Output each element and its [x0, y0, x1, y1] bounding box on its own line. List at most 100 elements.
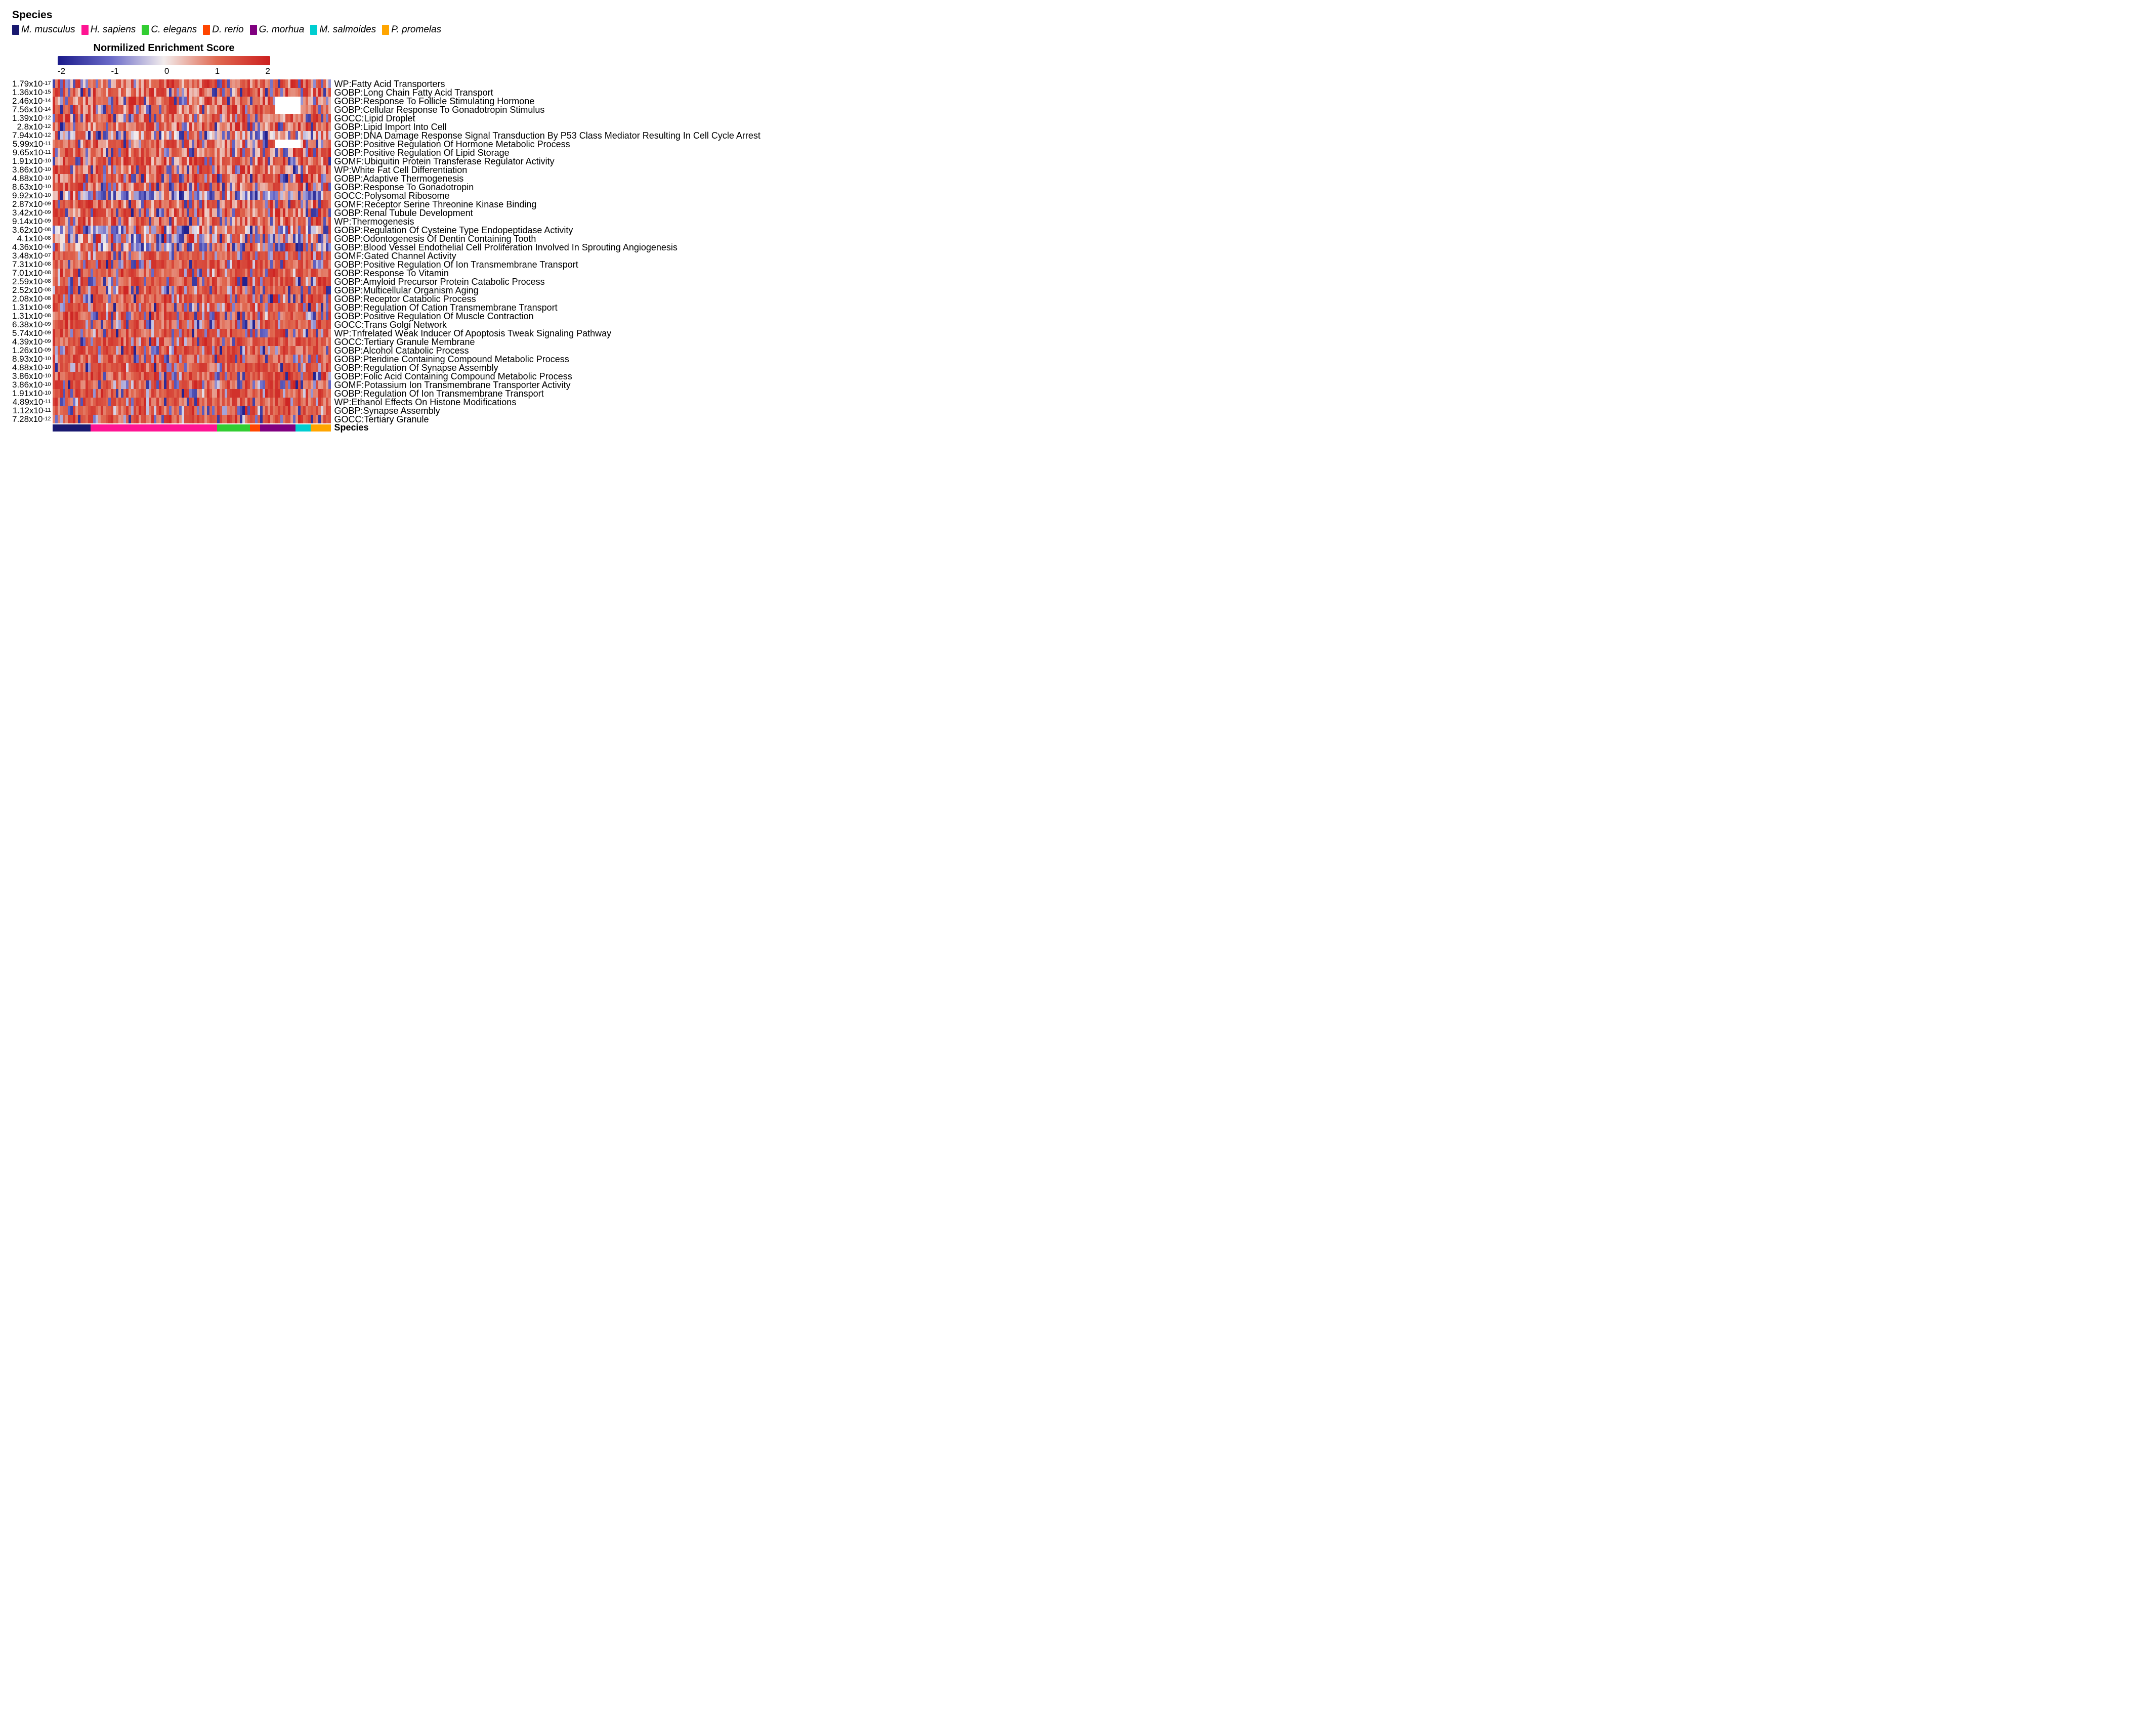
colorbar-tick: -1 — [111, 66, 118, 76]
species-bar-segment — [91, 424, 217, 432]
pathway-label: GOBP:Alcohol Catabolic Process — [334, 346, 760, 355]
heatmap-row — [53, 346, 331, 355]
heatmap-row — [53, 208, 331, 217]
species-legend-item: M. salmoides — [310, 24, 376, 35]
colorbar-tick: 1 — [215, 66, 220, 76]
heatmap-row — [53, 269, 331, 277]
pvalue-label: 2.87x10-09 — [12, 200, 51, 208]
heatmap-row — [53, 294, 331, 303]
pvalue-label: 7.56x10-14 — [12, 105, 51, 114]
pathway-label: GOMF:Ubiquitin Protein Transferase Regul… — [334, 157, 760, 165]
heatmap-row — [53, 415, 331, 423]
pvalue-label: 9.65x10-11 — [12, 148, 51, 157]
heatmap-row — [53, 372, 331, 380]
species-label: M. salmoides — [319, 24, 376, 35]
pathway-labels: WP:Fatty Acid TransportersGOBP:Long Chai… — [331, 79, 760, 432]
pvalue-label: 1.79x10-17 — [12, 79, 51, 88]
pvalue-label: 7.28x10-12 — [12, 415, 51, 423]
colorbar-tick: 2 — [266, 66, 270, 76]
heatmap-row — [53, 286, 331, 294]
pathway-label: GOBP:Cellular Response To Gonadotropin S… — [334, 105, 760, 114]
pathway-label: GOBP:Positive Regulation Of Hormone Meta… — [334, 140, 760, 148]
pvalue-labels: 1.79x10-171.36x10-152.46x10-147.56x10-14… — [12, 79, 53, 423]
pathway-label: GOBP:Long Chain Fatty Acid Transport — [334, 88, 760, 97]
pvalue-label: 2.46x10-14 — [12, 97, 51, 105]
species-legend-item: G. morhua — [250, 24, 305, 35]
colorbar-title: Normilized Enrichment Score — [58, 42, 270, 54]
pathway-label: GOBP:Regulation Of Cation Transmembrane … — [334, 303, 760, 312]
heatmap-row — [53, 303, 331, 312]
pathway-label: GOBP:DNA Damage Response Signal Transduc… — [334, 131, 760, 140]
heatmap-row — [53, 183, 331, 191]
pvalue-label: 1.26x10-09 — [12, 346, 51, 355]
species-column-bar — [53, 424, 331, 432]
species-legend-item: D. rerio — [203, 24, 243, 35]
enrichment-heatmap-figure: Species M. musculusH. sapiensC. elegansD… — [0, 0, 2156, 444]
pvalue-label: 7.94x10-12 — [12, 131, 51, 140]
species-label: M. musculus — [21, 24, 75, 35]
pvalue-label: 4.39x10-09 — [12, 337, 51, 346]
pathway-label: GOBP:Multicellular Organism Aging — [334, 286, 760, 294]
heatmap-row — [53, 355, 331, 363]
heatmap-row — [53, 157, 331, 165]
species-swatch — [203, 25, 210, 35]
species-bar-segment — [260, 424, 295, 432]
heatmap-row — [53, 260, 331, 269]
colorbar-gradient — [58, 56, 270, 65]
heatmap-row — [53, 217, 331, 226]
pvalue-label: 5.74x10-09 — [12, 329, 51, 337]
pvalue-label: 3.62x10-08 — [12, 226, 51, 234]
pathway-label: GOBP:Positive Regulation Of Ion Transmem… — [334, 260, 760, 269]
pathway-label: WP:Tnfrelated Weak Inducer Of Apoptosis … — [334, 329, 760, 337]
heatmap-area: 1.79x10-171.36x10-152.46x10-147.56x10-14… — [12, 79, 2144, 432]
heatmap-grid — [53, 79, 331, 423]
heatmap-row — [53, 312, 331, 320]
species-swatch — [12, 25, 19, 35]
heatmap-row — [53, 243, 331, 251]
pathway-label: GOBP:Odontogenesis Of Dentin Containing … — [334, 234, 760, 243]
pvalue-label: 3.42x10-09 — [12, 208, 51, 217]
heatmap-row — [53, 226, 331, 234]
heatmap-row — [53, 122, 331, 131]
pathway-label: WP:White Fat Cell Differentiation — [334, 165, 760, 174]
pvalue-label: 2.8x10-12 — [12, 122, 51, 131]
species-swatch — [142, 25, 149, 35]
pathway-label: GOBP:Amyloid Precursor Protein Catabolic… — [334, 277, 760, 286]
pathway-label: GOBP:Response To Vitamin — [334, 269, 760, 277]
species-legend-item: P. promelas — [382, 24, 441, 35]
pvalue-label: 7.01x10-08 — [12, 269, 51, 277]
heatmap-row — [53, 165, 331, 174]
pathway-label: GOCC:Lipid Droplet — [334, 114, 760, 122]
heatmap-row — [53, 398, 331, 406]
heatmap-row — [53, 200, 331, 208]
species-label: G. morhua — [259, 24, 305, 35]
pathway-label: WP:Thermogenesis — [334, 217, 760, 226]
pathway-label: GOBP:Regulation Of Ion Transmembrane Tra… — [334, 389, 760, 398]
colorbar-ticks: -2-1012 — [58, 66, 270, 76]
pvalue-label: 2.08x10-08 — [12, 294, 51, 303]
pathway-label: GOBP:Positive Regulation Of Lipid Storag… — [334, 148, 760, 157]
pvalue-label: 3.48x10-07 — [12, 251, 51, 260]
pathway-label: GOBP:Folic Acid Containing Compound Meta… — [334, 372, 760, 380]
species-label: C. elegans — [151, 24, 197, 35]
pvalue-label: 9.92x10-10 — [12, 191, 51, 200]
pvalue-label: 9.14x10-09 — [12, 217, 51, 226]
pathway-label: GOBP:Regulation Of Cysteine Type Endopep… — [334, 226, 760, 234]
species-swatch — [310, 25, 317, 35]
species-bar-segment — [250, 424, 260, 432]
pathway-label: GOBP:Synapse Assembly — [334, 406, 760, 415]
pvalue-label: 3.86x10-10 — [12, 380, 51, 389]
species-swatch — [81, 25, 89, 35]
pathway-label: GOBP:Blood Vessel Endothelial Cell Proli… — [334, 243, 760, 251]
pvalue-label: 4.36x10-06 — [12, 243, 51, 251]
pvalue-label: 5.99x10-11 — [12, 140, 51, 148]
heatmap-row — [53, 363, 331, 372]
pathway-label: WP:Fatty Acid Transporters — [334, 79, 760, 88]
species-legend: M. musculusH. sapiensC. elegansD. rerioG… — [12, 24, 2144, 35]
heatmap-row — [53, 329, 331, 337]
heatmap-row — [53, 337, 331, 346]
heatmap-row — [53, 79, 331, 88]
pvalue-label: 1.91x10-10 — [12, 389, 51, 398]
heatmap-row — [53, 105, 331, 114]
pvalue-label: 1.39x10-12 — [12, 114, 51, 122]
